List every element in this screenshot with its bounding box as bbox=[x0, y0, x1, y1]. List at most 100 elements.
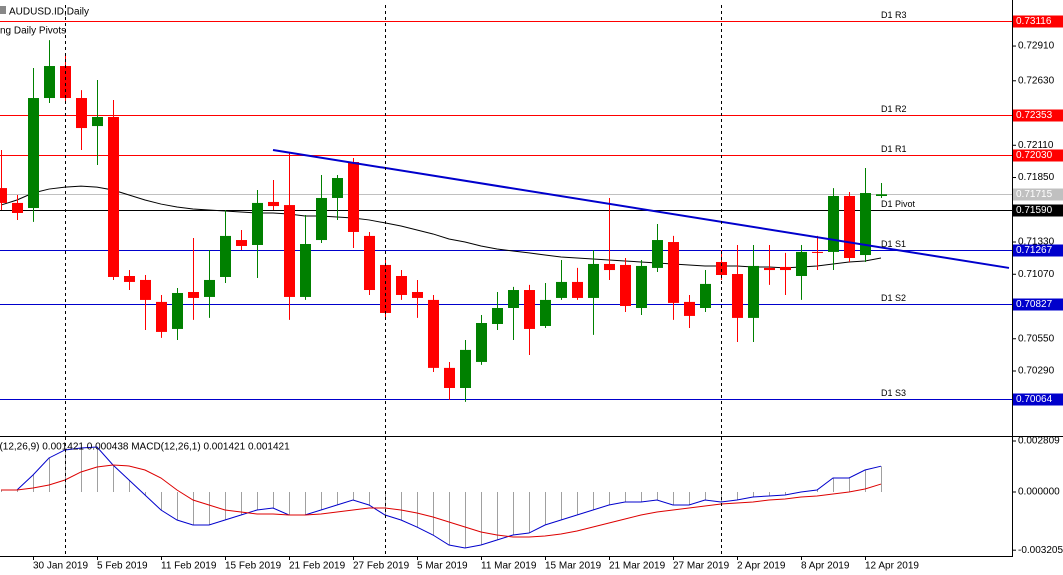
candle-body bbox=[284, 205, 295, 297]
pivot-name: D1 S1 bbox=[881, 239, 906, 249]
candle-body bbox=[316, 197, 327, 241]
candle-body bbox=[732, 274, 743, 318]
candle-body bbox=[604, 263, 615, 271]
x-tick-label: 2 Apr 2019 bbox=[737, 561, 786, 572]
pivot-label-box bbox=[1013, 393, 1063, 406]
candle-body bbox=[60, 66, 71, 99]
current-price-box bbox=[1013, 188, 1063, 201]
pivot-name: D1 R1 bbox=[881, 144, 907, 154]
candle-body bbox=[236, 240, 247, 246]
candle-body bbox=[860, 193, 871, 256]
pivot-label: 0.71590 bbox=[1016, 205, 1053, 216]
candle-body bbox=[652, 240, 663, 268]
x-tick-label: 11 Mar 2019 bbox=[481, 561, 537, 572]
candle-body bbox=[684, 301, 695, 316]
candle-body bbox=[508, 290, 519, 308]
candle-body bbox=[76, 98, 87, 129]
symbol-icon bbox=[0, 6, 6, 14]
candle-body bbox=[348, 162, 359, 232]
pivot-label-box bbox=[1013, 109, 1063, 122]
pivot-label: 0.72353 bbox=[1016, 110, 1053, 121]
candle-body bbox=[764, 267, 775, 271]
macd-title: MACD(12,26,9) 0.001421 0.000438 MACD(12,… bbox=[0, 442, 290, 453]
candle-body bbox=[108, 116, 119, 277]
macd-line bbox=[1, 446, 882, 549]
chart-title: AUDUSD.ID,Daily bbox=[9, 7, 89, 18]
pivot-label-box bbox=[1013, 244, 1063, 257]
moving-average bbox=[0, 185, 882, 269]
candle-body bbox=[92, 116, 103, 127]
x-tick-label: 12 Apr 2019 bbox=[865, 561, 919, 572]
x-tick-label: 15 Feb 2019 bbox=[225, 561, 282, 572]
x-tick-label: 30 Jan 2019 bbox=[33, 561, 88, 572]
pivot-label: 0.70827 bbox=[1016, 299, 1053, 310]
candle-body bbox=[620, 264, 631, 307]
candle-body bbox=[364, 235, 375, 291]
macd-line bbox=[1, 464, 882, 538]
x-tick-label: 8 Apr 2019 bbox=[801, 561, 850, 572]
candle-body bbox=[428, 299, 439, 368]
candle-body bbox=[796, 251, 807, 276]
candle-body bbox=[556, 281, 567, 298]
candle-body bbox=[748, 265, 759, 318]
pivot-label: 0.72030 bbox=[1016, 150, 1053, 161]
candle-body bbox=[300, 243, 311, 297]
trendline bbox=[272, 148, 1010, 269]
candle-body bbox=[188, 291, 199, 298]
macd-y-tick-label: -0.003205 bbox=[1018, 545, 1063, 556]
candle-body bbox=[156, 301, 167, 332]
macd-y-tick-label: 0.002809 bbox=[1018, 436, 1060, 447]
candle-body bbox=[140, 279, 151, 300]
candle-body bbox=[28, 98, 39, 209]
candle-body bbox=[252, 202, 263, 245]
y-tick-label: 0.72910 bbox=[1018, 41, 1055, 52]
x-tick-label: 11 Feb 2019 bbox=[161, 561, 217, 572]
indicator-title: ng Daily Pivots bbox=[0, 26, 66, 37]
candle-body bbox=[828, 196, 839, 252]
candle-body bbox=[476, 323, 487, 362]
pivot-name: D1 S3 bbox=[881, 388, 906, 398]
candle-body bbox=[524, 290, 535, 329]
pivot-label: 0.70064 bbox=[1016, 394, 1053, 405]
candle-body bbox=[716, 261, 727, 276]
candle-body bbox=[12, 202, 23, 213]
candle-body bbox=[812, 251, 823, 253]
pivot-label-box bbox=[1013, 149, 1063, 162]
pivot-name: D1 S2 bbox=[881, 293, 906, 303]
x-tick-label: 27 Feb 2019 bbox=[353, 561, 410, 572]
candle-body bbox=[668, 242, 679, 303]
x-tick-label: 5 Feb 2019 bbox=[97, 561, 148, 572]
pivot-label-box bbox=[1013, 15, 1063, 28]
x-tick-label: 21 Feb 2019 bbox=[289, 561, 346, 572]
x-tick-label: 27 Mar 2019 bbox=[673, 561, 730, 572]
x-tick-label: 21 Mar 2019 bbox=[609, 561, 666, 572]
candle-body bbox=[540, 299, 551, 326]
candle-body bbox=[876, 194, 887, 197]
candle-body bbox=[572, 281, 583, 298]
y-tick-label: 0.72630 bbox=[1018, 75, 1055, 86]
candle-body bbox=[460, 349, 471, 388]
pivot-label-box bbox=[1013, 204, 1063, 217]
candle-body bbox=[412, 291, 423, 298]
candle-body bbox=[588, 263, 599, 298]
price-panel bbox=[0, 21, 1012, 402]
candle-body bbox=[700, 283, 711, 308]
pivot-label: 0.73116 bbox=[1016, 16, 1052, 27]
candle-body bbox=[0, 188, 7, 203]
candle-body bbox=[844, 196, 855, 259]
candle-body bbox=[172, 292, 183, 329]
y-tick-label: 0.70550 bbox=[1018, 333, 1055, 344]
y-tick-label: 0.71070 bbox=[1018, 269, 1055, 280]
y-tick-label: 0.72110 bbox=[1018, 140, 1054, 151]
axes bbox=[0, 0, 1063, 557]
candle-body bbox=[204, 279, 215, 297]
y-tick-label: 0.71850 bbox=[1018, 172, 1055, 183]
pivot-name: D1 R2 bbox=[881, 104, 907, 114]
candle-body bbox=[220, 235, 231, 277]
candle-body bbox=[44, 66, 55, 99]
pivot-label: 0.71267 bbox=[1016, 245, 1053, 256]
candle-body bbox=[124, 275, 135, 282]
x-tick-label: 15 Mar 2019 bbox=[545, 561, 602, 572]
